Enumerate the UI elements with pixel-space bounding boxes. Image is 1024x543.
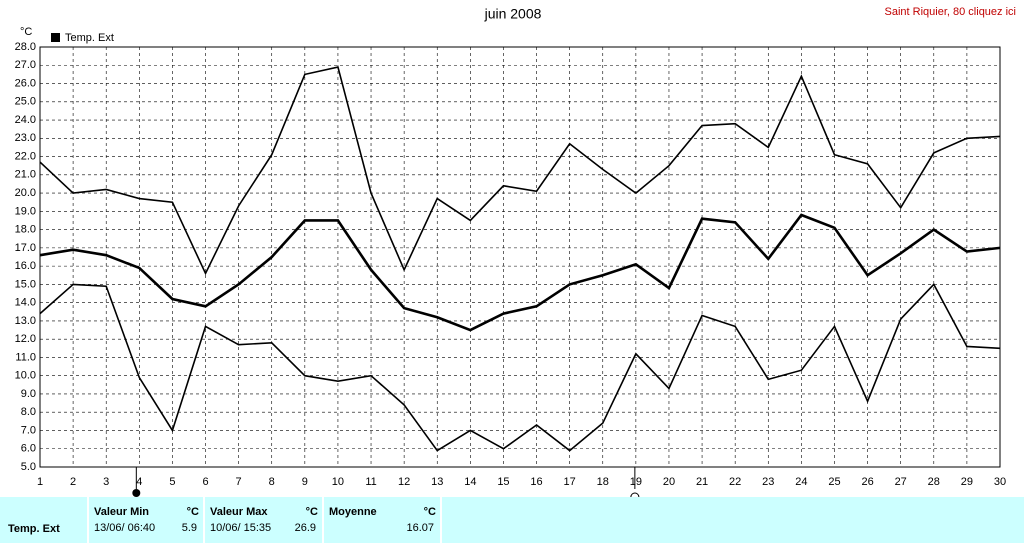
y-tick-label: 5.0 bbox=[21, 461, 36, 473]
x-tick-label: 19 bbox=[630, 476, 642, 488]
column-unit: °C bbox=[424, 506, 436, 518]
y-tick-label: 9.0 bbox=[21, 388, 36, 400]
x-tick-label: 16 bbox=[530, 476, 542, 488]
x-tick-label: 11 bbox=[365, 476, 376, 488]
full-moon bbox=[132, 489, 141, 497]
y-tick-label: 19.0 bbox=[15, 205, 36, 217]
row-label: Temp. Ext bbox=[8, 523, 60, 535]
x-tick-label: 21 bbox=[696, 476, 708, 488]
series-line bbox=[39, 283, 1001, 452]
legend-label: Temp. Ext bbox=[65, 32, 114, 44]
x-tick-label: 20 bbox=[663, 476, 675, 488]
y-tick-label: 20.0 bbox=[15, 187, 36, 199]
y-tick-label: 11.0 bbox=[15, 351, 36, 363]
x-tick-label: 17 bbox=[564, 476, 576, 488]
cell-value: 5.9 bbox=[182, 522, 197, 534]
y-tick-label: 7.0 bbox=[21, 424, 36, 436]
y-tick-label: 12.0 bbox=[15, 333, 36, 345]
x-tick-label: 28 bbox=[928, 476, 940, 488]
y-tick-label: 8.0 bbox=[21, 406, 36, 418]
x-tick-label: 10 bbox=[332, 476, 344, 488]
x-tick-label: 12 bbox=[398, 476, 410, 488]
cell-value: 26.9 bbox=[295, 522, 316, 534]
column-header: Valeur Max bbox=[210, 506, 268, 518]
series-line bbox=[39, 213, 1001, 332]
y-tick-label: 25.0 bbox=[15, 96, 36, 108]
y-tick-label: 27.0 bbox=[15, 59, 36, 71]
y-tick-label: 26.0 bbox=[15, 77, 36, 89]
y-tick-label: 28.0 bbox=[15, 41, 36, 53]
y-tick-label: 17.0 bbox=[15, 242, 36, 254]
x-tick-label: 23 bbox=[762, 476, 774, 488]
x-tick-label: 3 bbox=[103, 476, 109, 488]
x-tick-label: 26 bbox=[861, 476, 873, 488]
x-tick-label: 14 bbox=[464, 476, 476, 488]
cell-date: 13/06/ 06:40 bbox=[94, 522, 155, 534]
column-header: Valeur Min bbox=[94, 506, 149, 518]
x-tick-label: 25 bbox=[828, 476, 840, 488]
x-tick-label: 2 bbox=[70, 476, 76, 488]
cell-value: 16.07 bbox=[406, 522, 434, 534]
summary-panel bbox=[0, 497, 1024, 543]
y-tick-label: 18.0 bbox=[15, 224, 36, 236]
x-tick-label: 18 bbox=[597, 476, 609, 488]
x-tick-label: 29 bbox=[961, 476, 973, 488]
chart-title: juin 2008 bbox=[484, 6, 542, 22]
x-tick-label: 4 bbox=[136, 476, 142, 488]
x-tick-label: 1 bbox=[37, 476, 43, 488]
x-tick-label: 27 bbox=[895, 476, 907, 488]
x-tick-label: 22 bbox=[729, 476, 741, 488]
location-link[interactable]: Saint Riquier, 80 cliquez ici bbox=[885, 6, 1016, 18]
x-tick-label: 9 bbox=[302, 476, 308, 488]
new-moon bbox=[630, 492, 640, 498]
x-tick-label: 30 bbox=[994, 476, 1006, 488]
y-tick-label: 14.0 bbox=[15, 297, 36, 309]
x-tick-label: 24 bbox=[795, 476, 807, 488]
y-tick-label: 10.0 bbox=[15, 370, 36, 382]
x-tick-label: 15 bbox=[497, 476, 509, 488]
y-tick-label: 16.0 bbox=[15, 260, 36, 272]
x-tick-label: 5 bbox=[169, 476, 175, 488]
series-line bbox=[39, 66, 1001, 276]
x-tick-label: 6 bbox=[202, 476, 208, 488]
column-header: Moyenne bbox=[329, 506, 377, 518]
y-tick-label: 6.0 bbox=[21, 443, 36, 455]
x-tick-label: 8 bbox=[269, 476, 275, 488]
y-tick-label: 23.0 bbox=[15, 132, 36, 144]
x-tick-label: 7 bbox=[236, 476, 242, 488]
x-tick-label: 13 bbox=[431, 476, 443, 488]
plot-frame bbox=[39, 46, 1001, 468]
legend-swatch bbox=[51, 33, 60, 42]
column-unit: °C bbox=[187, 506, 199, 518]
y-axis-label: °C bbox=[20, 26, 32, 38]
y-tick-label: 24.0 bbox=[15, 114, 36, 126]
column-unit: °C bbox=[306, 506, 318, 518]
cell-date: 10/06/ 15:35 bbox=[210, 522, 271, 534]
y-tick-label: 21.0 bbox=[15, 169, 36, 181]
y-tick-label: 22.0 bbox=[15, 150, 36, 162]
y-tick-label: 13.0 bbox=[15, 315, 36, 327]
y-tick-label: 15.0 bbox=[15, 278, 36, 290]
